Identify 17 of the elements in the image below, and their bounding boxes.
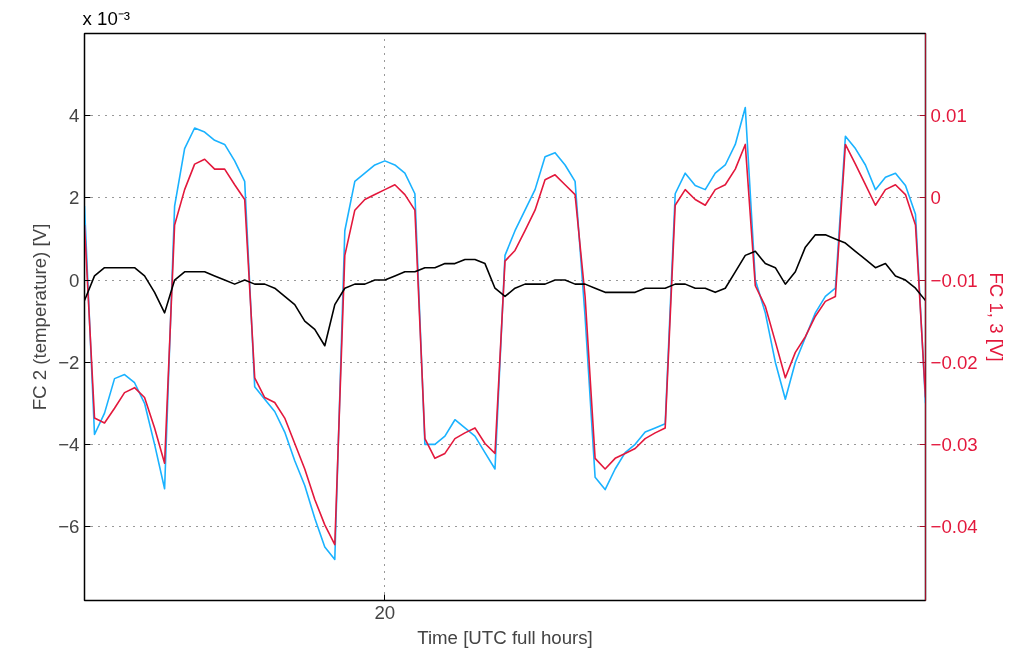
y2-tick-label: −0.02 [930, 351, 978, 373]
y2-tick-label: −0.04 [930, 516, 978, 538]
y-tick-label: 4 [69, 105, 80, 127]
y2-tick-label: 0 [930, 187, 941, 209]
x-tick-label: 20 [374, 601, 396, 623]
y2-tick-label: −0.01 [930, 269, 978, 291]
y2-tick-label: −0.03 [930, 433, 978, 455]
y-tick-label: −4 [58, 433, 80, 455]
y2-tick-label: 0.01 [930, 105, 967, 127]
y-axis-title: FC 2 (temperature) [V] [29, 223, 51, 411]
x-axis-title: Time [UTC full hours] [417, 626, 593, 648]
y-tick-label: −2 [58, 351, 80, 373]
text: x 10⁻³ [82, 7, 130, 29]
y2-axis-title: FC 1, 3 [V] [985, 272, 1007, 362]
y-tick-label: 0 [69, 269, 80, 291]
y-tick-label: −6 [58, 516, 80, 538]
y-tick-label: 2 [69, 187, 80, 209]
